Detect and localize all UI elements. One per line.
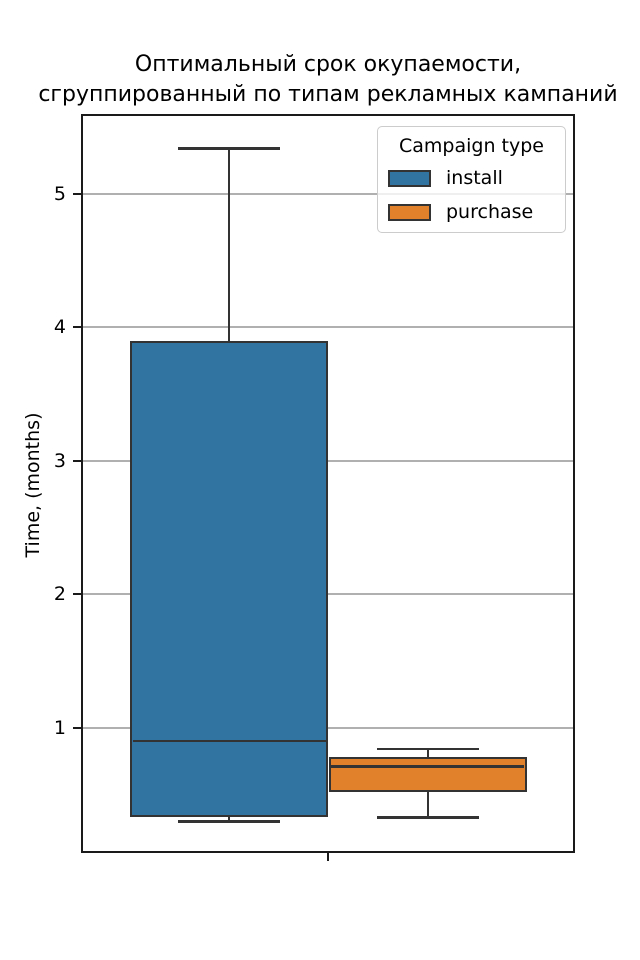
gridline-y-1 <box>83 726 573 729</box>
chart-title-line-1: Оптимальный срок окупаемости, <box>134 52 522 77</box>
legend-swatch-install <box>388 169 431 187</box>
install-cap-lower <box>178 819 280 823</box>
legend-swatch-purchase <box>388 203 431 221</box>
legend-title: Campaign type <box>399 135 544 157</box>
y-tick-4 <box>73 326 81 329</box>
install-median <box>132 739 326 743</box>
y-tick-label-3: 3 <box>53 449 66 472</box>
y-tick-label-1: 1 <box>53 716 66 739</box>
gridline-y-5 <box>83 193 573 196</box>
y-axis-label: Time, (months) <box>22 412 44 558</box>
purchase-cap-lower <box>376 815 479 819</box>
y-tick-2 <box>73 593 81 596</box>
purchase-whisker-lower <box>426 791 429 817</box>
install-box <box>130 340 328 817</box>
install-whisker-upper <box>228 148 230 341</box>
install-cap-upper <box>178 147 280 150</box>
purchase-cap-upper <box>376 747 479 751</box>
y-tick-5 <box>73 193 81 196</box>
chart-title-line-2: сгруппированный по типам рекламных кампа… <box>38 82 618 107</box>
gridline-y-2 <box>83 593 573 596</box>
y-tick-1 <box>73 726 81 729</box>
legend-entry-purchase: purchase <box>388 195 555 229</box>
gridline-y-4 <box>83 326 573 329</box>
y-tick-label-4: 4 <box>53 316 66 339</box>
legend-label-purchase: purchase <box>446 201 534 223</box>
y-tick-label-2: 2 <box>53 583 66 606</box>
y-tick-label-5: 5 <box>53 183 66 206</box>
legend-entry-install: install <box>388 161 555 195</box>
legend-rows: install purchase <box>388 161 555 229</box>
x-tick <box>327 853 329 861</box>
install-whisker-lower <box>228 816 230 821</box>
purchase-box <box>328 756 527 792</box>
legend-label-install: install <box>446 167 503 189</box>
gridline-y-3 <box>83 459 573 462</box>
y-tick-3 <box>73 459 81 462</box>
purchase-whisker-upper <box>426 748 429 757</box>
purchase-median <box>331 765 524 768</box>
legend: Campaign type install purchase <box>377 126 566 233</box>
